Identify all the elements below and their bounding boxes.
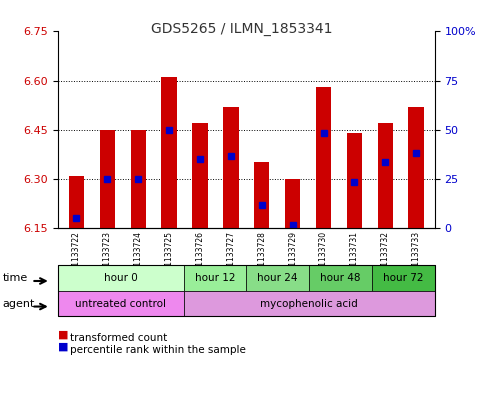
Bar (285, 179, 300, 228)
Bar (69, 176, 84, 228)
Text: ■: ■ (58, 342, 69, 352)
Text: transformed count: transformed count (70, 333, 167, 343)
Bar (130, 130, 146, 228)
Text: hour 72: hour 72 (383, 273, 424, 283)
Text: GDS5265 / ILMN_1853341: GDS5265 / ILMN_1853341 (151, 22, 332, 36)
Text: time: time (2, 273, 28, 283)
Text: untreated control: untreated control (75, 299, 166, 309)
Bar (223, 107, 239, 228)
Bar (161, 77, 177, 228)
Bar (409, 107, 424, 228)
Bar (316, 87, 331, 228)
Text: ■: ■ (58, 330, 69, 340)
Bar (378, 123, 393, 228)
Bar (347, 133, 362, 228)
Text: hour 0: hour 0 (104, 273, 138, 283)
Text: hour 48: hour 48 (320, 273, 361, 283)
Text: percentile rank within the sample: percentile rank within the sample (70, 345, 246, 355)
Text: mycophenolic acid: mycophenolic acid (260, 299, 358, 309)
Text: hour 12: hour 12 (195, 273, 235, 283)
Bar (99, 130, 115, 228)
Text: agent: agent (2, 299, 35, 309)
Bar (254, 162, 270, 228)
Text: hour 24: hour 24 (257, 273, 298, 283)
Bar (192, 123, 208, 228)
